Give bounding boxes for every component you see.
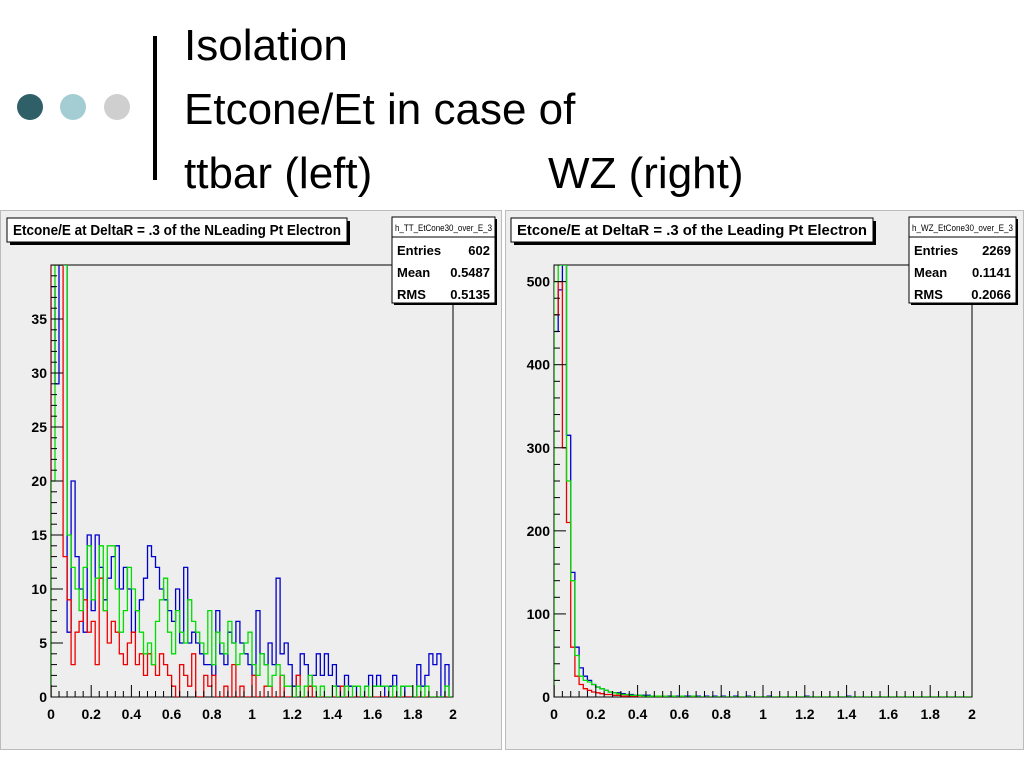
title-divider <box>153 36 157 180</box>
stats-label: Mean <box>397 265 430 280</box>
stats-label: Entries <box>397 243 441 258</box>
x-tick-label: 0 <box>550 706 558 722</box>
plot-area <box>553 264 973 698</box>
series-green-line <box>554 265 972 697</box>
x-tick-label: 1.8 <box>920 706 940 722</box>
x-tick-label: 2 <box>449 706 457 722</box>
series-group <box>554 265 972 697</box>
histogram-wz: 0 0.2 0.4 0.6 0.8 1 1.2 1.4 1.6 1.8 2 0 100 200 300 400… <box>510 216 1018 722</box>
y-tick-label: 400 <box>527 357 551 373</box>
y-tick-label: 200 <box>527 523 551 539</box>
slide-title-line-4: WZ (right) <box>548 149 744 198</box>
y-tick-label: 20 <box>31 473 47 489</box>
x-tick-label: 0.8 <box>711 706 731 722</box>
x-tick-label: 1.2 <box>795 706 815 722</box>
stats-value: 0.2066 <box>971 287 1011 302</box>
x-tick-label: 1.6 <box>879 706 899 722</box>
y-tick-label: 100 <box>527 606 551 622</box>
bullet-dot-light <box>60 94 86 120</box>
x-tick-label: 1.6 <box>363 706 383 722</box>
y-tick-label: 25 <box>31 419 47 435</box>
plot-area <box>50 264 454 698</box>
chart-panel-ttbar: 0 0.2 0.4 0.6 0.8 1 1.2 1.4 1.6 1.8 2 0 5 10 15 20 25 30 3… <box>0 210 502 750</box>
x-tick-label: 2 <box>968 706 976 722</box>
slide-title-line-1: Isolation <box>184 21 348 70</box>
stats-box <box>908 216 1017 304</box>
chart-panel-wz: 0 0.2 0.4 0.6 0.8 1 1.2 1.4 1.6 1.8 2 0 100 200 300 400… <box>505 210 1024 750</box>
slide-title-line-2: Etcone/Et in case of <box>184 85 576 134</box>
x-tick-label: 0.2 <box>81 706 101 722</box>
x-tick-label: 1.4 <box>323 706 343 722</box>
x-tick-label: 0.8 <box>202 706 222 722</box>
stats-box <box>391 216 496 304</box>
stats-value: 0.5135 <box>450 287 490 302</box>
bullet-dot-grey <box>104 94 130 120</box>
stats-value: 602 <box>468 243 490 258</box>
x-tick-label: 0.4 <box>122 706 142 722</box>
histogram-ttbar: 0 0.2 0.4 0.6 0.8 1 1.2 1.4 1.6 1.8 20510152025303… <box>6 216 497 722</box>
y-tick-label: 5 <box>39 635 47 651</box>
stats-value: 0.5487 <box>450 265 490 280</box>
chart-title: Etcone/E at DeltaR = .3 of the NLeading … <box>13 222 341 239</box>
stats-hist-name: h_TT_EtCone30_over_E_3 <box>395 223 492 233</box>
stats-label: Mean <box>914 265 947 280</box>
y-tick-label: 300 <box>527 440 551 456</box>
stats-label: Entries <box>914 243 958 258</box>
stats-label: RMS <box>914 287 943 302</box>
stats-label: RMS <box>397 287 426 302</box>
y-tick-label: 0 <box>39 689 47 705</box>
x-tick-label: 1 <box>759 706 767 722</box>
bullet-dot-dark <box>17 94 43 120</box>
y-tick-label: 10 <box>31 581 47 597</box>
y-tick-label: 35 <box>31 311 47 327</box>
x-tick-label: 0.6 <box>162 706 182 722</box>
series-red-line <box>51 265 453 697</box>
y-tick-label: 30 <box>31 365 47 381</box>
stats-hist-name: h_WZ_EtCone30_over_E_3 <box>912 223 1013 233</box>
stats-value: 2269 <box>982 243 1011 258</box>
stats-value: 0.1141 <box>972 265 1011 280</box>
y-tick-label: 500 <box>527 274 551 290</box>
title-box <box>510 217 874 243</box>
x-tick-label: 1.2 <box>282 706 302 722</box>
slide-title-line-3: ttbar (left) <box>184 149 373 198</box>
title-box <box>6 217 348 243</box>
x-tick-label: 0.2 <box>586 706 606 722</box>
x-tick-label: 0 <box>47 706 55 722</box>
x-tick-label: 0.6 <box>670 706 690 722</box>
x-tick-label: 1.4 <box>837 706 857 722</box>
series-green-line <box>51 265 453 697</box>
y-tick-label: 0 <box>542 689 550 705</box>
x-tick-label: 1 <box>248 706 256 722</box>
y-tick-label: 15 <box>31 527 47 543</box>
chart-title: Etcone/E at DeltaR = .3 of the Leading P… <box>517 222 867 239</box>
x-tick-label: 0.4 <box>628 706 648 722</box>
x-tick-label: 1.8 <box>403 706 423 722</box>
series-red-line <box>554 280 972 697</box>
series-group <box>51 265 453 697</box>
